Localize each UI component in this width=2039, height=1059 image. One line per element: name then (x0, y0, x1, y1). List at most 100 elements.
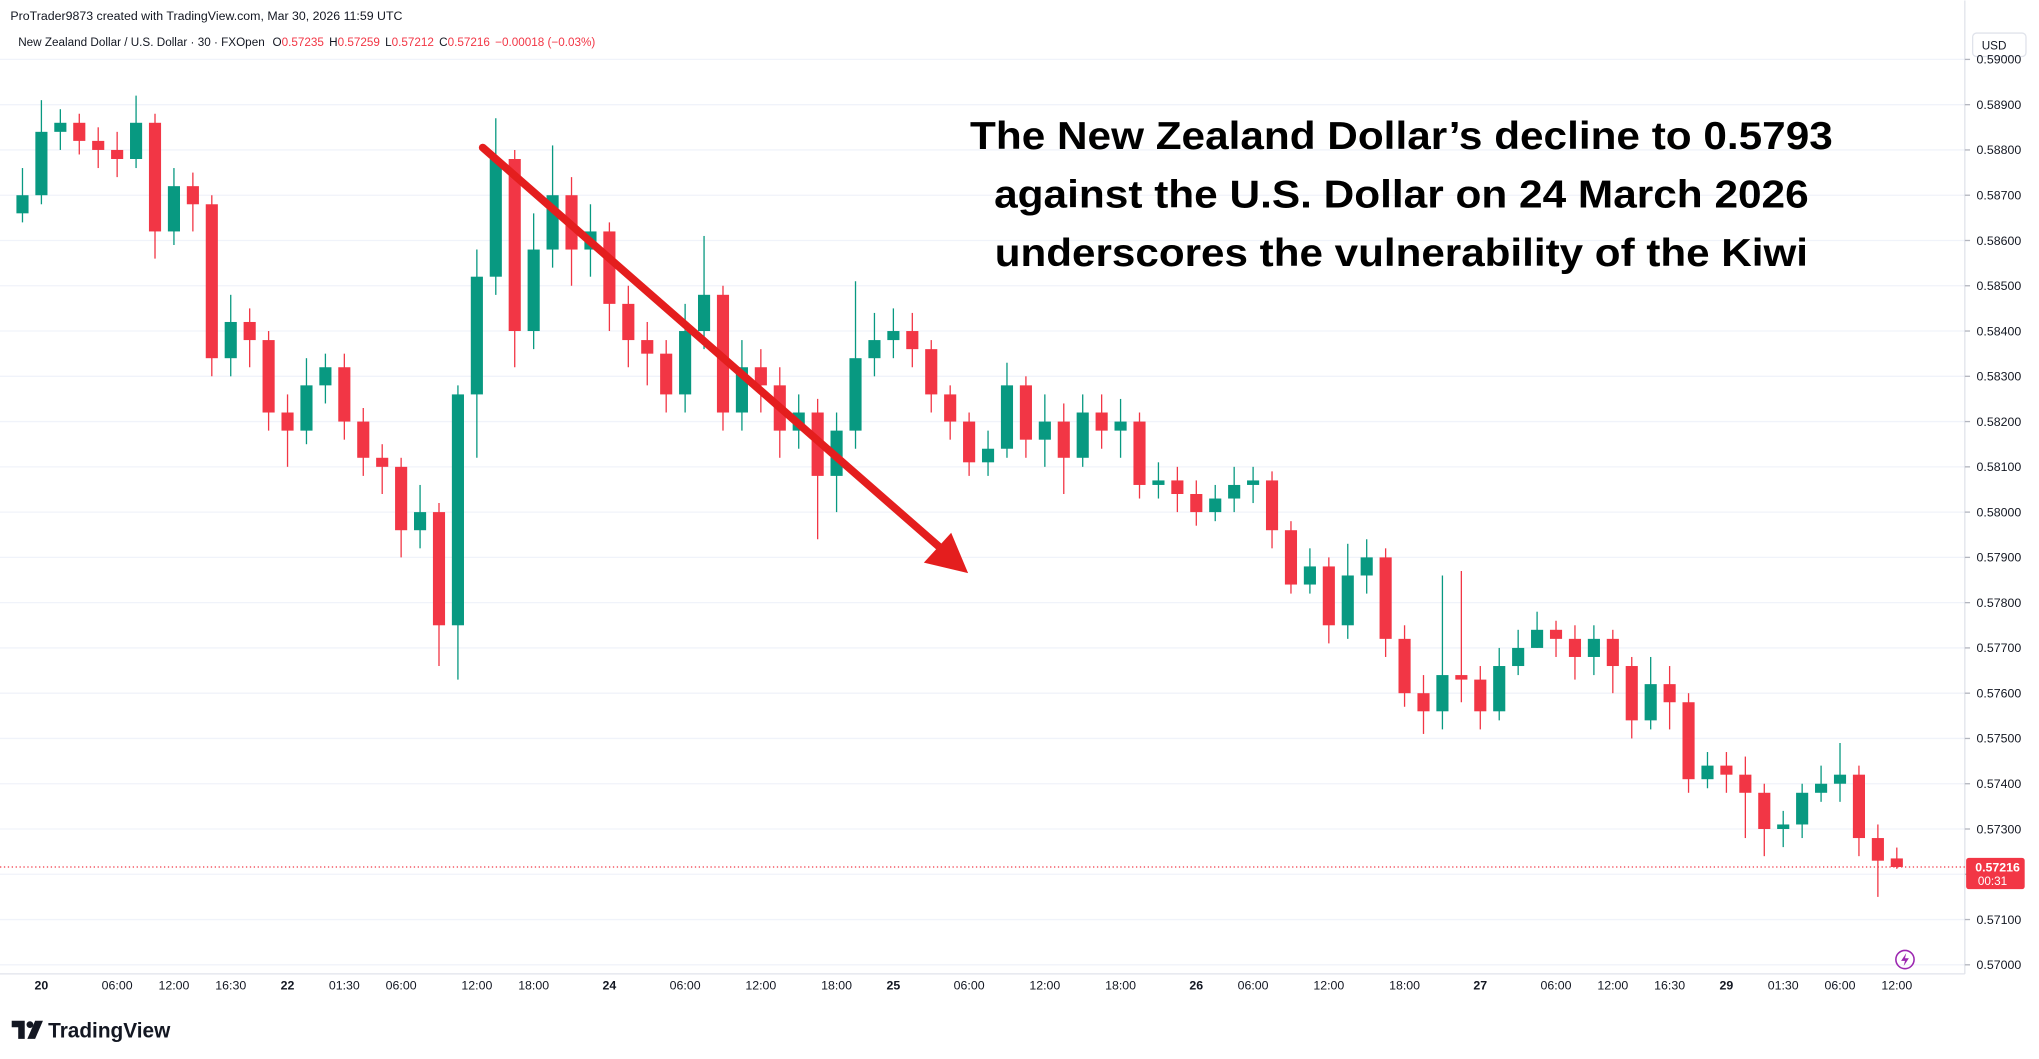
y-tick-label: 0.57000 (1977, 958, 2022, 972)
candle-body (1209, 498, 1222, 513)
candle-body (1871, 838, 1884, 861)
candle-body (1833, 774, 1847, 784)
last-price-label: 0.57216 (1975, 861, 2020, 875)
candle-body (660, 353, 673, 395)
candle-body (1247, 480, 1260, 485)
ohlc-label: H (329, 36, 337, 49)
candle-body (395, 466, 408, 531)
candle-body (963, 421, 976, 463)
candle-body (1379, 557, 1392, 639)
candle-body (1228, 484, 1241, 499)
x-tick-label: 12:00 (158, 978, 189, 992)
candle-body (186, 186, 199, 205)
candle-body (130, 122, 143, 160)
candle-body (1663, 684, 1676, 703)
candle-body (1549, 629, 1563, 639)
alert-icon[interactable] (1895, 949, 1915, 970)
y-tick-label: 0.57600 (1977, 686, 2022, 700)
candle-body (489, 159, 502, 277)
x-tick-label: 12:00 (1313, 978, 1344, 992)
ohlc-label: O (273, 36, 282, 49)
candle-body (1625, 666, 1638, 721)
currency[interactable]: USD (1982, 39, 2007, 52)
x-tick-label: 06:00 (1825, 978, 1856, 992)
candle-body (262, 340, 275, 413)
candle-body (1133, 421, 1146, 485)
ohlc-value: 0.57259 (338, 36, 380, 49)
candle-body (622, 303, 635, 341)
y-tick-label: 0.58500 (1977, 279, 2022, 293)
candle-body (35, 131, 48, 196)
y-tick-label: 0.57500 (1977, 732, 2022, 746)
candle-body (508, 159, 521, 332)
attribution: ProTrader9873 created with TradingView.c… (10, 9, 402, 23)
x-tick-label: 12:00 (1597, 978, 1628, 992)
candle-body (981, 448, 995, 463)
candle-body (887, 331, 900, 341)
annotation-line: against the U.S. Dollar on 24 March 2026 (994, 173, 1809, 216)
y-tick-label: 0.57800 (1977, 596, 2022, 610)
x-tick-label: 12:00 (1881, 978, 1912, 992)
candle-body (357, 421, 370, 458)
x-tick-label: 01:30 (329, 978, 360, 992)
x-tick-label: 25 (887, 978, 901, 992)
candle-body (1682, 702, 1695, 780)
candle-body (54, 122, 67, 132)
candle-body (906, 331, 919, 350)
x-tick-label: 20 (35, 978, 49, 992)
annotation-line: The New Zealand Dollar’s decline to 0.57… (970, 115, 1833, 158)
y-tick-label: 0.58400 (1977, 324, 2022, 338)
x-tick-label: 18:00 (821, 978, 852, 992)
currency-button[interactable] (1971, 32, 2027, 58)
logo: TradingView (11, 1020, 171, 1043)
candle-body (1019, 385, 1032, 440)
candle-body (1852, 774, 1866, 839)
candle-body (603, 231, 616, 304)
candle-body (1398, 638, 1411, 694)
candles (16, 95, 1903, 897)
x-tick-label: 18:00 (1105, 978, 1136, 992)
candle-body (16, 195, 29, 214)
candle-body (111, 149, 124, 160)
candle-body (1341, 575, 1354, 626)
candle-body (1076, 412, 1089, 458)
candle-body (1171, 480, 1184, 495)
x-tick-label: 12:00 (745, 978, 776, 992)
candle-body (527, 249, 540, 332)
candle-body (1303, 566, 1316, 585)
candle-body (1190, 494, 1203, 513)
candle-body (1436, 675, 1449, 712)
x-tick-label: 06:00 (386, 978, 417, 992)
candle-body (1890, 858, 1903, 868)
candle-body (1512, 647, 1525, 667)
x-tick-label: 06:00 (954, 978, 985, 992)
grid (0, 58, 1965, 966)
y-tick-label: 0.58000 (1977, 505, 2022, 519)
candle-body (697, 294, 711, 332)
candle-body (205, 204, 218, 359)
x-tick-label: 24 (603, 978, 617, 992)
candle-body (319, 367, 332, 386)
y-tick-label: 0.57400 (1977, 777, 2022, 791)
alert-bolt[interactable] (1901, 953, 1909, 967)
candle-body (432, 512, 446, 626)
candle-body (1038, 421, 1051, 440)
candle-body (1701, 765, 1714, 780)
last-price-box (1966, 857, 2025, 890)
candle-body (376, 457, 389, 467)
candle-body (1000, 385, 1014, 449)
candle-body (1739, 774, 1752, 793)
candle-body (1796, 792, 1809, 825)
candle-body (1777, 824, 1790, 829)
alert-circle[interactable] (1895, 949, 1915, 970)
candle-body (300, 385, 313, 431)
trend-arrow (478, 143, 969, 574)
x-tick-label: 26 (1189, 978, 1203, 992)
candle-body (1531, 629, 1544, 648)
candle-body (1720, 765, 1733, 775)
candle-body (1095, 412, 1108, 431)
y-tick-label: 0.58100 (1977, 460, 2022, 474)
x-tick-label: 06:00 (1238, 978, 1269, 992)
